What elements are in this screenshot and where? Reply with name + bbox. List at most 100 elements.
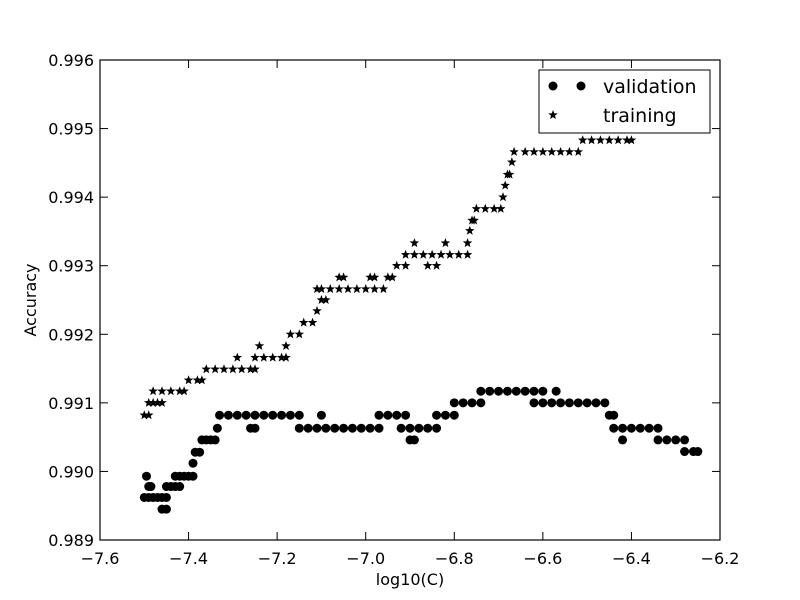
validation-point	[277, 410, 287, 420]
validation-point	[609, 410, 619, 420]
y-tick-label: 0.991	[48, 394, 94, 413]
training-point	[626, 135, 637, 145]
validation-point	[161, 504, 171, 514]
validation-point	[374, 423, 384, 433]
training-point	[276, 352, 287, 362]
training-point	[157, 386, 167, 396]
x-axis-label: log10(C)	[376, 570, 444, 589]
training-point	[148, 397, 158, 407]
training-point	[197, 375, 207, 385]
training-point	[316, 284, 327, 294]
validation-point	[653, 423, 663, 433]
training-point	[418, 249, 429, 259]
validation-point	[142, 471, 151, 481]
training-point	[422, 260, 433, 270]
training-point	[604, 135, 615, 145]
training-point	[369, 284, 380, 294]
validation-point	[529, 398, 539, 408]
validation-point	[476, 386, 486, 396]
training-point	[504, 169, 515, 179]
validation-point	[294, 423, 304, 433]
validation-point	[250, 410, 260, 420]
training-point	[250, 364, 260, 374]
training-point	[577, 135, 588, 145]
validation-point	[582, 398, 592, 408]
y-tick-label: 0.995	[48, 120, 94, 139]
legend: validation training	[538, 69, 711, 134]
validation-point	[564, 398, 574, 408]
training-point	[469, 215, 479, 225]
validation-point	[618, 435, 628, 445]
training-point	[431, 260, 442, 270]
training-point	[400, 260, 411, 270]
training-point	[436, 249, 446, 259]
validation-point	[401, 410, 411, 420]
training-point	[228, 364, 238, 374]
training-point	[166, 386, 176, 396]
validation-point	[316, 410, 326, 420]
x-tick-label: −6.2	[701, 549, 740, 568]
training-point	[564, 146, 575, 156]
x-tick-label: −7.4	[169, 549, 208, 568]
training-point	[334, 284, 344, 294]
validation-point	[538, 398, 548, 408]
training-point	[529, 146, 539, 156]
validation-point	[383, 410, 393, 420]
validation-point	[662, 435, 672, 445]
training-point	[409, 249, 420, 259]
training-point	[152, 397, 163, 407]
y-tick-label: 0.992	[48, 325, 94, 344]
validation-point	[693, 447, 703, 457]
y-tick-label: 0.989	[48, 531, 94, 550]
training-point	[143, 397, 154, 407]
validation-point	[520, 386, 530, 396]
validation-point	[538, 386, 548, 396]
x-axis: −7.6 −7.4 −7.2 −7.0 −6.8 −6.6 −6.4 −6.2	[81, 60, 740, 568]
validation-point	[573, 398, 583, 408]
training-point	[500, 180, 510, 190]
validation-point	[223, 410, 233, 420]
training-point	[462, 249, 473, 259]
training-point	[338, 272, 349, 282]
training-point	[352, 284, 362, 294]
validation-point	[210, 435, 220, 445]
y-tick-label: 0.990	[48, 462, 94, 481]
training-point	[383, 272, 393, 282]
training-point	[445, 249, 455, 259]
legend-frame	[538, 69, 711, 134]
validation-point	[467, 398, 477, 408]
training-point	[613, 135, 623, 145]
training-point	[622, 135, 632, 145]
validation-point	[303, 423, 313, 433]
training-point	[312, 284, 322, 294]
validation-point	[502, 386, 512, 396]
validation-point	[551, 386, 561, 396]
validation-point	[285, 410, 295, 420]
training-point	[259, 352, 269, 362]
validation-point	[175, 482, 185, 492]
training-point	[453, 249, 464, 259]
training-point	[143, 410, 154, 420]
x-tick-label: −7.6	[81, 549, 120, 568]
training-point	[440, 238, 451, 248]
training-point	[321, 295, 331, 305]
y-axis: 0.989 0.990 0.991 0.992 0.993 0.994 0.995 0.996	[48, 51, 720, 550]
validation-point	[653, 435, 663, 445]
validation-point	[423, 423, 433, 433]
training-point	[400, 249, 411, 259]
training-point	[307, 317, 318, 327]
training-point	[139, 410, 150, 420]
training-point	[387, 272, 398, 282]
training-point	[267, 352, 278, 362]
training-point	[192, 375, 203, 385]
training-point	[555, 146, 566, 156]
validation-point	[347, 423, 357, 433]
validation-point	[392, 410, 402, 420]
validation-point	[644, 423, 654, 433]
training-point	[281, 352, 291, 362]
training-point	[489, 203, 499, 213]
validation-point	[485, 386, 495, 396]
validation-point	[146, 482, 156, 492]
validation-point	[511, 386, 521, 396]
validation-point	[312, 423, 322, 433]
